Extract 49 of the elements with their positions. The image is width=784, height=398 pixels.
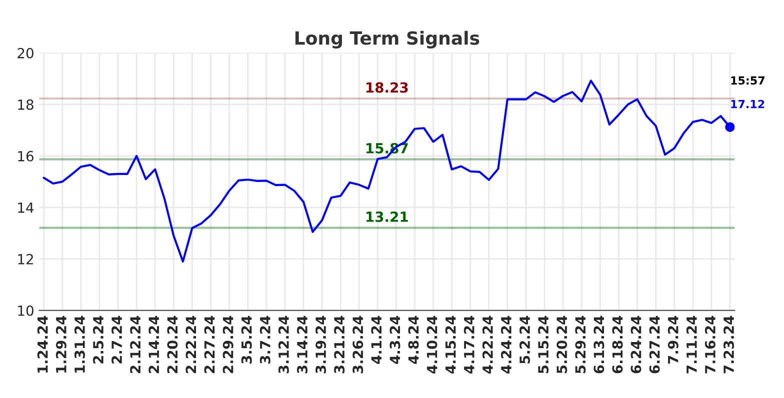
x-tick-label: 4.8.24 — [408, 316, 419, 364]
x-tick-label: 3.12.24 — [278, 316, 289, 374]
x-tick-label: 7.23.24 — [723, 316, 734, 374]
x-tick-label: 3.7.24 — [260, 316, 270, 364]
y-tick-label: 20 — [18, 48, 34, 58]
x-tick-label: 4.3.24 — [390, 316, 400, 364]
x-tick-label: 3.26.24 — [352, 316, 364, 374]
x-tick-label: 6.24.24 — [630, 316, 642, 374]
x-tick-label: 4.10.24 — [426, 316, 438, 374]
ref-line-label: 13.21 — [366, 211, 408, 222]
x-tick-label: 7.11.24 — [686, 316, 697, 374]
y-tick-label: 18 — [18, 99, 34, 110]
annotation: 17.12 — [731, 100, 764, 108]
x-tick-label: 2.7.24 — [112, 316, 122, 364]
x-tick-label: 6.18.24 — [612, 316, 623, 374]
x-tick-label: 1.24.24 — [37, 316, 48, 373]
x-tick-label: 4.22.24 — [482, 316, 493, 374]
x-tick-label: 2.14.24 — [148, 316, 159, 374]
x-tick-label: 5.15.24 — [538, 316, 549, 374]
x-tick-label: 7.9.24 — [668, 316, 678, 364]
x-tick-label: 1.29.24 — [56, 316, 66, 373]
x-tick-label: 6.27.24 — [649, 316, 660, 374]
x-tick-label: 3.19.24 — [316, 316, 326, 374]
x-tick-label: 3.14.24 — [296, 316, 308, 374]
x-tick-label: 5.29.24 — [575, 316, 586, 374]
x-tick-label: 5.20.24 — [556, 316, 568, 374]
x-tick-label: 3.5.24 — [241, 316, 252, 364]
x-tick-label: 7.16.24 — [704, 316, 716, 374]
x-tick-label: 2.29.24 — [222, 316, 234, 374]
x-tick-label: 2.27.24 — [204, 316, 215, 374]
annotation: 15:57 — [731, 76, 764, 85]
x-tick-label: 5.2.24 — [520, 316, 530, 364]
x-tick-label: 4.15.24 — [445, 316, 456, 374]
x-tick-label: 2.20.24 — [167, 316, 178, 374]
chart-title: Long Term Signals — [295, 30, 480, 48]
y-tick-label: 10 — [18, 305, 34, 316]
y-tick-label: 12 — [18, 254, 33, 264]
x-tick-label: 1.31.24 — [74, 316, 85, 373]
x-tick-label: 3.21.24 — [334, 316, 345, 374]
x-tick-label: 2.5.24 — [92, 316, 104, 364]
x-tick-label: 4.24.24 — [500, 316, 512, 374]
x-tick-label: 4.17.24 — [464, 316, 474, 374]
x-tick-label: 4.1.24 — [371, 316, 382, 364]
x-tick-label: 6.13.24 — [594, 316, 604, 374]
x-tick-label: 2.12.24 — [130, 316, 140, 374]
y-tick-label: 14 — [18, 202, 34, 213]
y-tick-label: 16 — [18, 150, 34, 162]
ref-line-label: 18.23 — [366, 82, 408, 93]
x-tick-label: 2.22.24 — [186, 316, 196, 374]
